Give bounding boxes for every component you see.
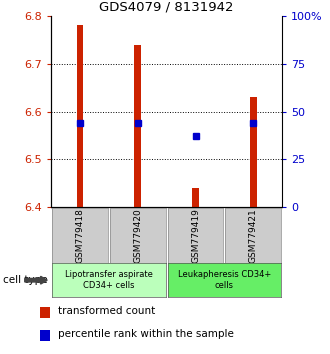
Bar <box>192 188 199 207</box>
Bar <box>77 25 83 207</box>
Text: GSM779418: GSM779418 <box>76 208 84 263</box>
Text: Lipotransfer aspirate
CD34+ cells: Lipotransfer aspirate CD34+ cells <box>65 270 153 290</box>
Text: transformed count: transformed count <box>58 306 155 316</box>
Text: Leukapheresis CD34+
cells: Leukapheresis CD34+ cells <box>178 270 271 290</box>
Text: percentile rank within the sample: percentile rank within the sample <box>58 329 234 339</box>
Text: GSM779421: GSM779421 <box>249 208 258 263</box>
Text: GSM779419: GSM779419 <box>191 208 200 263</box>
Text: GSM779420: GSM779420 <box>133 208 142 263</box>
Text: cell type: cell type <box>3 275 48 285</box>
Bar <box>134 45 141 207</box>
Bar <box>250 97 257 207</box>
Title: GDS4079 / 8131942: GDS4079 / 8131942 <box>99 0 234 13</box>
